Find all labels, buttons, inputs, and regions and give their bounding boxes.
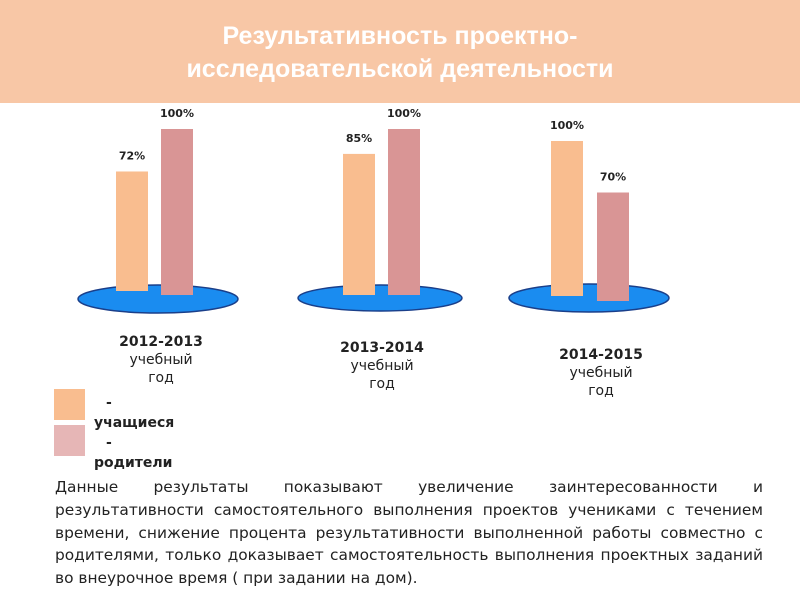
bar-parents: [388, 129, 420, 295]
category-label-word: год: [588, 383, 614, 399]
data-label: 72%: [119, 149, 145, 162]
bar-students: [551, 141, 583, 296]
data-label: 70%: [600, 171, 626, 184]
data-label: 100%: [550, 119, 584, 132]
platform-ellipse: [297, 284, 463, 312]
category-label-2012: 2012-2013 учебный год: [86, 333, 236, 387]
bar-parents: [597, 192, 629, 301]
legend-swatch-parents: [54, 425, 85, 456]
category-label-year: 2014-2015: [559, 347, 643, 363]
data-label: 100%: [160, 107, 194, 120]
platform-ellipse: [508, 283, 670, 313]
data-label: 85%: [346, 132, 372, 145]
bar-parents: [161, 129, 193, 295]
bar-students: [343, 153, 375, 295]
legend-swatch-students: [54, 389, 85, 420]
bar-students: [116, 171, 148, 291]
platform-ellipse: [77, 284, 239, 314]
category-label-word: учебный: [350, 358, 414, 374]
data-label: 100%: [387, 107, 421, 120]
legend-dash: -: [106, 395, 112, 411]
description-text: Данные результаты показывают увеличение …: [55, 478, 763, 588]
legend-label-parents: родители: [94, 455, 173, 471]
category-label-word: год: [148, 370, 174, 386]
title-line-1: Результативность проектно-: [222, 22, 578, 50]
title-banner: Результативность проектно- исследователь…: [0, 0, 800, 103]
title-line-2: исследовательской деятельности: [186, 55, 614, 83]
category-label-word: учебный: [569, 365, 633, 381]
category-label-year: 2012-2013: [119, 334, 203, 350]
category-label-word: год: [369, 376, 395, 392]
category-label-2014: 2014-2015 учебный год: [526, 346, 676, 400]
legend-label-students: учащиеся: [94, 415, 175, 431]
legend-dash: -: [106, 435, 112, 451]
category-label-word: учебный: [129, 352, 193, 368]
category-label-year: 2013-2014: [340, 340, 424, 356]
category-label-2013: 2013-2014 учебный год: [307, 339, 457, 393]
bar-chart: 72% 100% 85% 100% 100% 70%: [77, 107, 670, 314]
